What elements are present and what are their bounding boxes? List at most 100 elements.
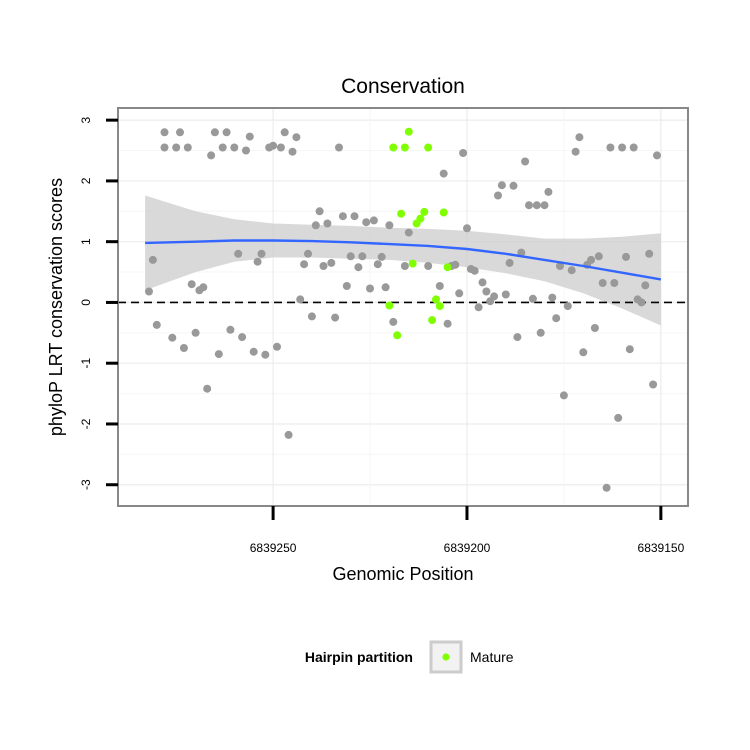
- data-point-mature: [443, 263, 452, 272]
- data-point: [327, 258, 336, 267]
- data-point: [571, 147, 580, 156]
- y-tick-label: 3: [79, 117, 93, 124]
- data-point: [311, 221, 320, 230]
- data-point: [319, 262, 328, 270]
- data-point: [249, 347, 258, 356]
- data-point: [587, 255, 596, 264]
- data-point: [160, 143, 169, 152]
- data-point: [478, 278, 487, 287]
- data-point: [517, 248, 526, 257]
- data-point-mature: [400, 143, 409, 152]
- data-point: [598, 279, 607, 287]
- data-point: [296, 295, 305, 304]
- data-point: [575, 133, 584, 142]
- y-axis: -3 -2 -1 0 1 2 3: [79, 117, 118, 490]
- data-point: [323, 219, 332, 228]
- data-point: [544, 187, 553, 196]
- smooth-trend-line: [145, 239, 662, 281]
- data-point: [459, 149, 468, 157]
- confidence-ribbon: [145, 195, 661, 326]
- data-point: [369, 216, 378, 225]
- y-tick-label: -1: [79, 358, 93, 369]
- plot-panel: [117, 107, 689, 507]
- data-point: [497, 181, 506, 190]
- data-point: [424, 262, 433, 270]
- data-point: [404, 228, 413, 237]
- data-point: [451, 260, 460, 269]
- data-point: [276, 143, 285, 152]
- data-point-mature: [389, 143, 398, 152]
- data-point: [335, 143, 343, 152]
- data-point: [160, 128, 169, 137]
- legend-title: Hairpin partition: [305, 649, 413, 665]
- data-point: [273, 342, 281, 351]
- data-point: [261, 350, 270, 359]
- data-point-mature: [416, 214, 425, 223]
- data-point: [222, 128, 231, 137]
- data-point: [540, 201, 549, 210]
- data-point: [389, 317, 398, 326]
- data-point: [210, 128, 219, 137]
- data-point-mature: [404, 127, 413, 136]
- data-point: [528, 294, 537, 303]
- data-point: [366, 284, 374, 293]
- data-point: [284, 430, 293, 439]
- data-point-mature: [424, 143, 433, 152]
- data-point: [470, 266, 479, 275]
- data-point: [622, 252, 630, 261]
- data-point: [548, 293, 557, 302]
- data-point: [269, 141, 278, 150]
- data-point-mature: [439, 208, 448, 217]
- data-point: [645, 249, 654, 258]
- data-point: [563, 302, 572, 311]
- data-point: [199, 283, 208, 292]
- data-point: [629, 143, 638, 152]
- data-point: [307, 312, 316, 321]
- plot-background: [118, 108, 688, 506]
- data-point: [168, 333, 177, 342]
- data-point: [152, 320, 161, 329]
- confidence-ribbon-layer: [145, 195, 661, 326]
- data-point-mature: [385, 301, 394, 310]
- panel-border: [117, 107, 689, 507]
- data-point: [385, 221, 394, 230]
- data-point-mature: [432, 295, 440, 304]
- data-point: [606, 143, 615, 152]
- data-point: [552, 314, 561, 323]
- data-point: [187, 280, 196, 289]
- data-point: [377, 252, 386, 261]
- data-point-mature: [408, 259, 417, 268]
- data-point: [494, 191, 502, 200]
- data-point: [474, 303, 483, 312]
- points-layer: [145, 127, 661, 492]
- data-point: [234, 249, 243, 258]
- y-tick-label: 2: [79, 177, 93, 184]
- data-point: [567, 266, 576, 275]
- data-point: [653, 151, 661, 160]
- data-point: [145, 287, 153, 296]
- data-point: [242, 146, 250, 155]
- chart-title: Conservation: [341, 75, 465, 98]
- data-point: [637, 298, 646, 307]
- data-point: [536, 328, 545, 337]
- data-point: [245, 132, 254, 141]
- data-point-mature: [397, 209, 406, 218]
- data-point: [218, 143, 227, 152]
- data-point: [443, 319, 452, 328]
- data-point: [649, 380, 658, 389]
- data-point: [521, 157, 530, 166]
- data-point: [463, 224, 471, 233]
- data-point: [238, 333, 247, 342]
- data-point: [183, 143, 192, 152]
- data-point: [203, 384, 212, 393]
- data-point: [214, 350, 223, 359]
- smooth-line-layer: [145, 239, 662, 281]
- data-point: [610, 279, 619, 287]
- data-point-mature: [435, 302, 444, 311]
- data-point: [513, 333, 522, 342]
- legend-label-mature: Mature: [470, 649, 514, 665]
- data-point: [226, 325, 235, 334]
- data-point: [288, 147, 297, 156]
- legend: Hairpin partition Mature: [305, 640, 514, 674]
- data-point: [354, 263, 363, 272]
